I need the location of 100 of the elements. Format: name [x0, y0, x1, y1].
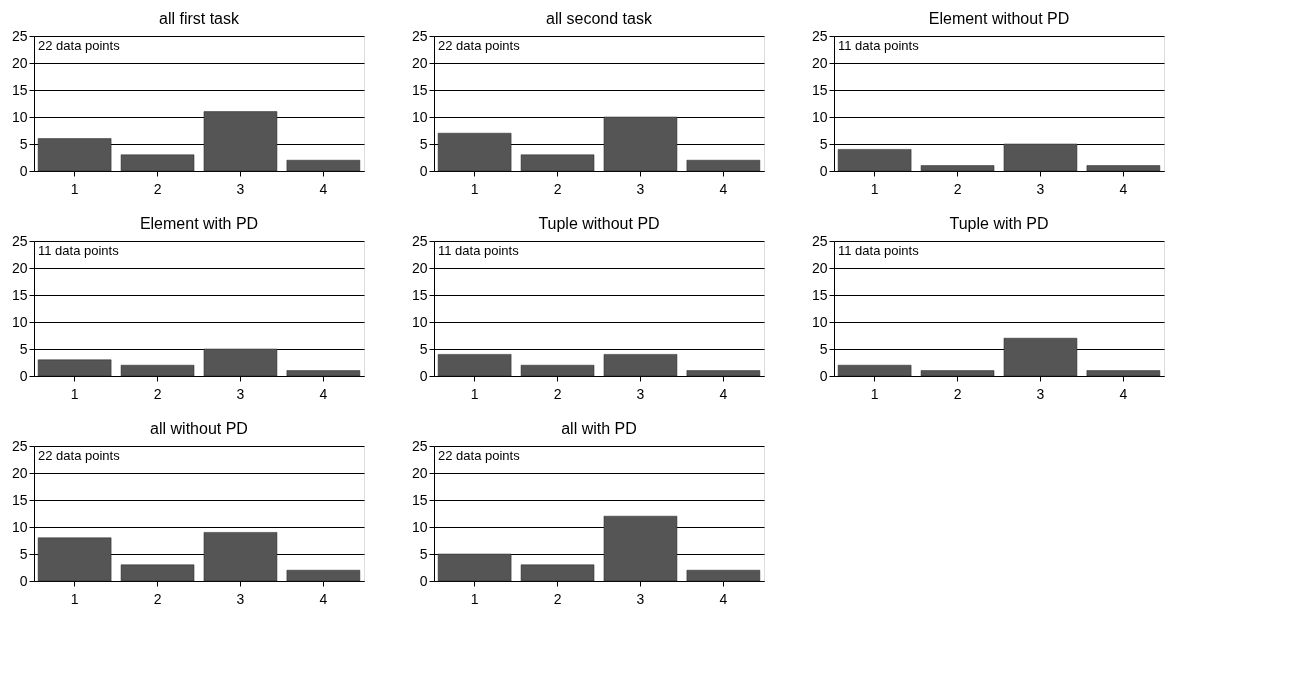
annotation: 11 data points — [38, 243, 120, 258]
y-tick-label: 20 — [411, 464, 428, 481]
x-tick-label: 1 — [70, 385, 79, 402]
x-tick-label: 3 — [636, 385, 645, 402]
chart-title: all first task — [158, 10, 241, 27]
x-tick-label: 3 — [636, 590, 645, 607]
chart-title: Tuple without PD — [538, 215, 660, 232]
y-tick-label: 0 — [19, 572, 28, 589]
y-tick-label: 0 — [19, 162, 28, 179]
bar — [1086, 165, 1161, 172]
bar — [37, 138, 112, 172]
x-tick-label: 4 — [719, 590, 728, 607]
y-tick-label: 25 — [811, 27, 828, 44]
x-tick-label: 2 — [553, 180, 562, 197]
y-tick-label: 20 — [11, 54, 28, 71]
y-tick-label: 10 — [811, 108, 828, 125]
y-tick-label: 25 — [11, 437, 28, 454]
annotation: 22 data points — [38, 38, 121, 53]
chart-title: all second task — [546, 10, 653, 27]
y-tick-label: 20 — [11, 464, 28, 481]
y-tick-label: 0 — [19, 367, 28, 384]
y-tick-label: 15 — [11, 286, 28, 303]
bar — [120, 154, 195, 172]
y-tick-label: 5 — [819, 340, 828, 357]
bar — [286, 569, 361, 582]
x-tick-label: 2 — [153, 180, 162, 197]
y-tick-label: 10 — [11, 108, 28, 125]
x-tick-label: 1 — [70, 180, 79, 197]
bar — [437, 354, 512, 377]
x-tick-label: 3 — [1036, 385, 1045, 402]
bar — [203, 348, 278, 377]
x-tick-label: 2 — [153, 385, 162, 402]
x-tick-label: 3 — [236, 385, 245, 402]
annotation: 11 data points — [838, 38, 920, 53]
x-tick-label: 2 — [553, 385, 562, 402]
bar — [437, 132, 512, 172]
bar — [520, 364, 595, 377]
bar — [37, 537, 112, 582]
y-tick-label: 15 — [411, 286, 428, 303]
y-tick-label: 5 — [19, 135, 28, 152]
y-tick-label: 5 — [819, 135, 828, 152]
x-tick-label: 1 — [870, 385, 879, 402]
y-tick-label: 5 — [19, 340, 28, 357]
y-tick-label: 0 — [419, 162, 428, 179]
bar — [1003, 143, 1078, 172]
x-tick-label: 1 — [470, 590, 479, 607]
y-tick-label: 20 — [811, 259, 828, 276]
chart-title: Element without PD — [928, 10, 1070, 27]
bar — [837, 364, 912, 377]
chart-title: Tuple with PD — [949, 215, 1049, 232]
y-tick-label: 0 — [819, 367, 828, 384]
y-tick-label: 10 — [411, 108, 428, 125]
bar — [1003, 337, 1078, 377]
bar — [686, 569, 761, 582]
x-tick-label: 1 — [70, 590, 79, 607]
y-tick-label: 25 — [11, 232, 28, 249]
y-tick-label: 25 — [11, 27, 28, 44]
x-tick-label: 4 — [1119, 385, 1128, 402]
annotation: 22 data points — [38, 448, 121, 463]
bar — [686, 159, 761, 172]
y-tick-label: 0 — [419, 572, 428, 589]
y-tick-label: 5 — [419, 340, 428, 357]
bar — [1086, 370, 1161, 377]
y-tick-label: 10 — [11, 313, 28, 330]
y-tick-label: 10 — [11, 518, 28, 535]
y-tick-label: 0 — [819, 162, 828, 179]
x-tick-label: 2 — [153, 590, 162, 607]
annotation: 11 data points — [438, 243, 520, 258]
chart-title: all without PD — [150, 420, 248, 437]
y-tick-label: 15 — [811, 81, 828, 98]
chart-title: Element with PD — [139, 215, 259, 232]
annotation: 11 data points — [838, 243, 920, 258]
y-tick-label: 20 — [411, 259, 428, 276]
y-tick-label: 5 — [19, 545, 28, 562]
x-tick-label: 1 — [470, 385, 479, 402]
x-tick-label: 4 — [719, 385, 728, 402]
y-tick-label: 25 — [411, 27, 428, 44]
x-tick-label: 4 — [719, 180, 728, 197]
bar — [520, 564, 595, 582]
y-tick-label: 10 — [411, 313, 428, 330]
y-tick-label: 20 — [411, 54, 428, 71]
chart-title: all with PD — [561, 420, 637, 437]
x-tick-label: 4 — [1119, 180, 1128, 197]
y-tick-label: 20 — [811, 54, 828, 71]
bar — [286, 370, 361, 377]
x-tick-label: 1 — [470, 180, 479, 197]
x-tick-label: 3 — [1036, 180, 1045, 197]
y-tick-label: 0 — [419, 367, 428, 384]
bar — [437, 553, 512, 582]
y-tick-label: 15 — [411, 81, 428, 98]
x-tick-label: 2 — [953, 385, 962, 402]
bar — [286, 159, 361, 172]
x-tick-label: 2 — [553, 590, 562, 607]
annotation: 22 data points — [438, 448, 521, 463]
bar — [603, 354, 678, 377]
x-tick-label: 4 — [319, 590, 328, 607]
bar — [37, 359, 112, 377]
bar — [920, 370, 995, 377]
bar — [120, 364, 195, 377]
bar — [603, 515, 678, 582]
